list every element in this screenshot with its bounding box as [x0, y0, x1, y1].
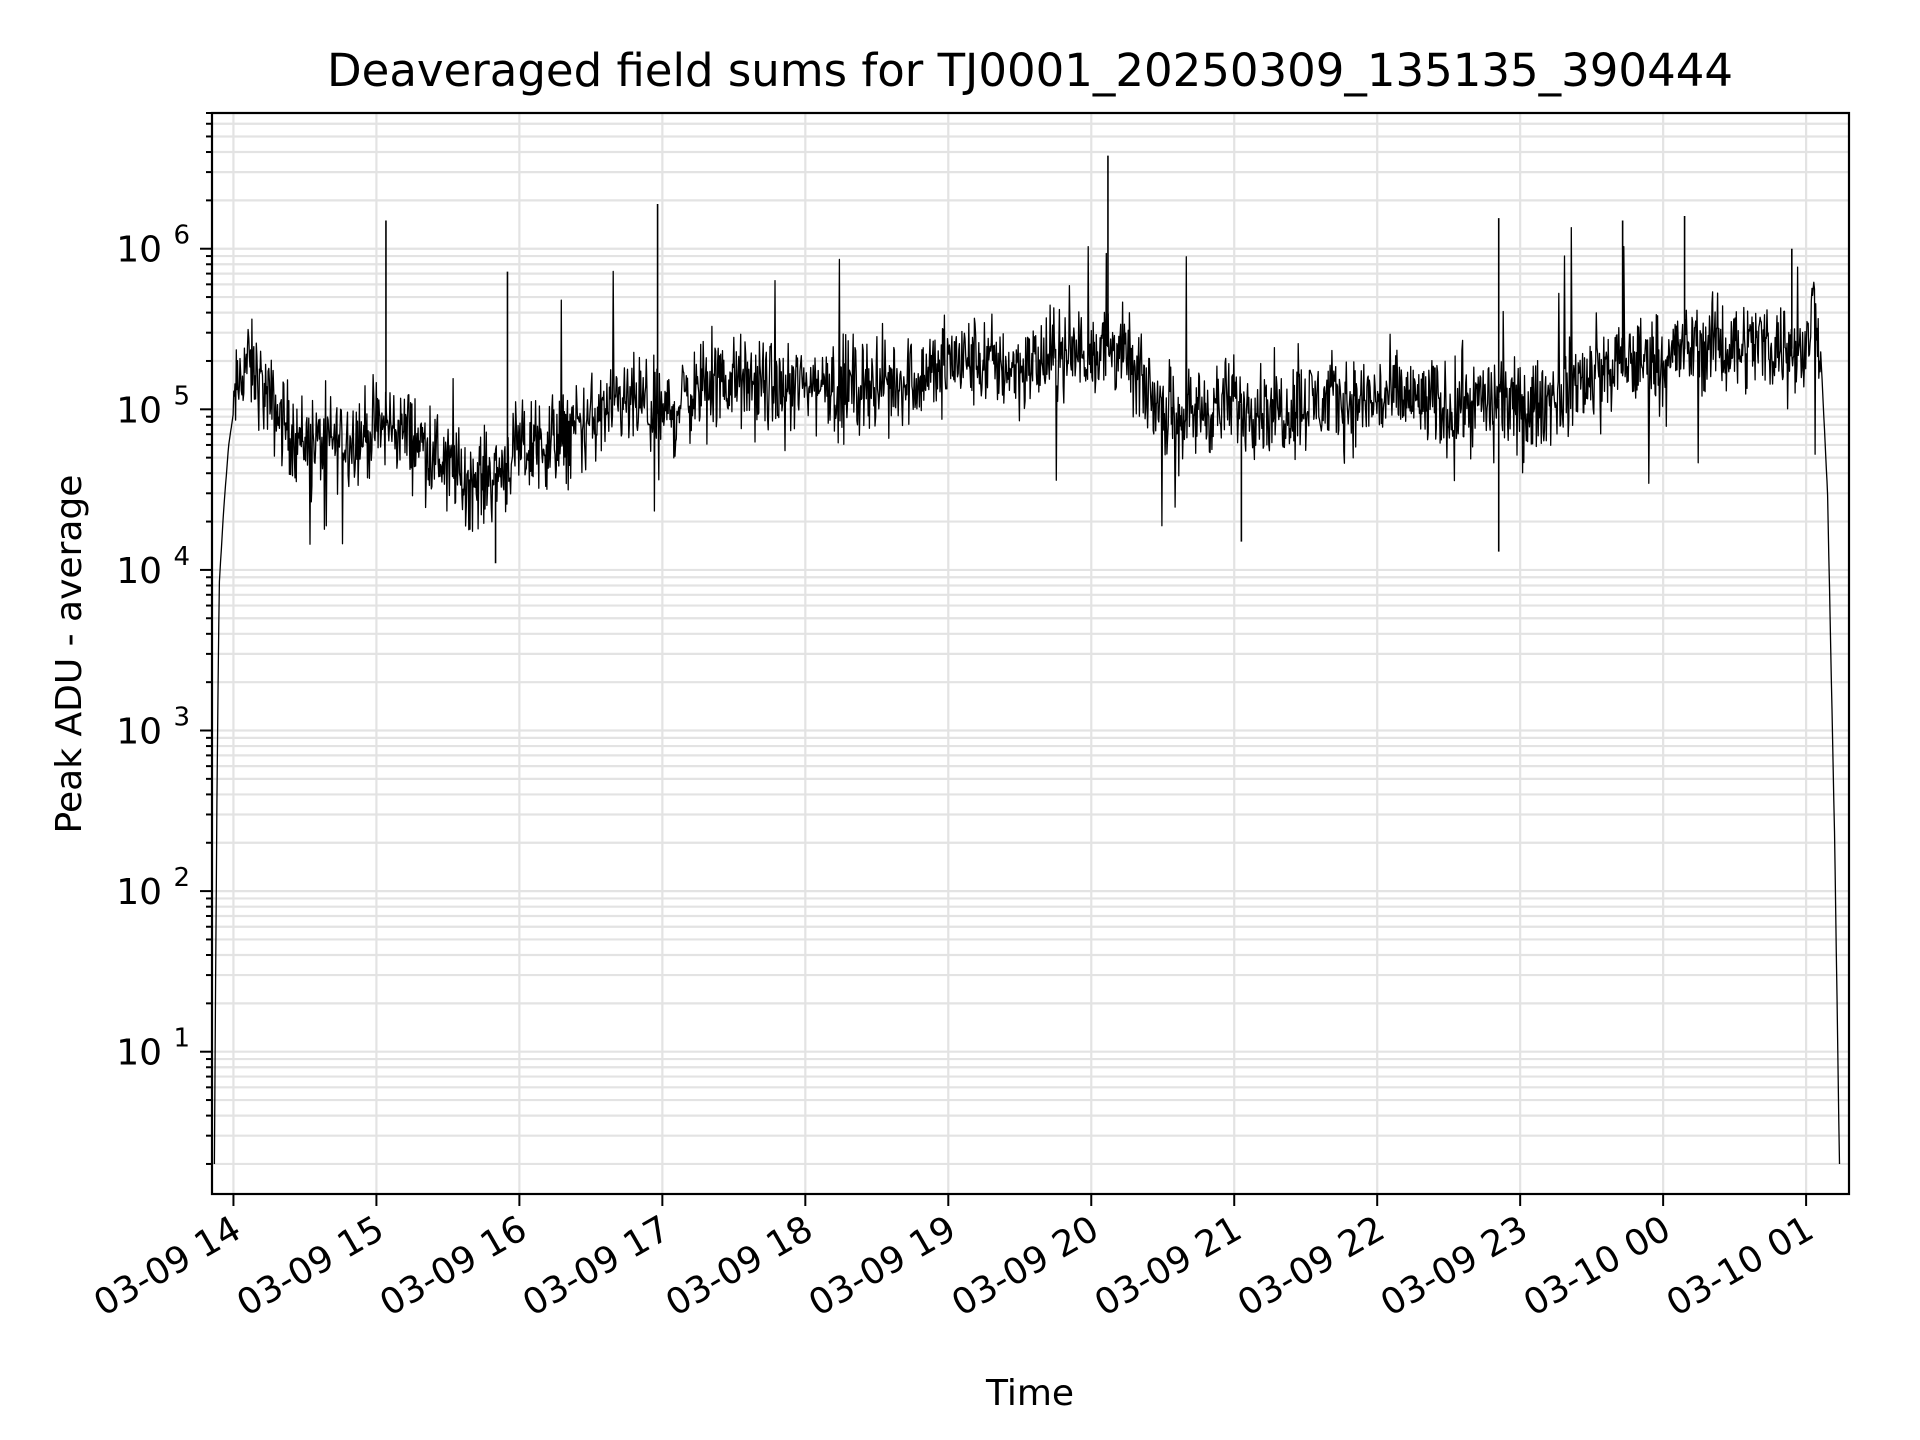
x-axis-title: Time — [985, 1373, 1074, 1414]
y-tick-base: 10 — [116, 712, 162, 753]
y-tick-base: 10 — [116, 390, 162, 431]
y-tick-exponent: 1 — [173, 1024, 190, 1054]
y-tick-exponent: 6 — [173, 221, 190, 251]
y-tick-exponent: 4 — [173, 542, 190, 572]
y-tick-label: 10 3 — [116, 703, 190, 753]
y-tick-label: 10 2 — [116, 863, 190, 913]
y-tick-base: 10 — [116, 872, 162, 913]
y-tick-exponent: 5 — [173, 381, 190, 411]
chart-title: Deaveraged field sums for TJ0001_2025030… — [327, 44, 1733, 97]
y-tick-label: 10 4 — [116, 542, 190, 592]
y-tick-label: 10 1 — [116, 1024, 190, 1074]
y-tick-base: 10 — [116, 551, 162, 592]
series-line — [213, 227, 1841, 1165]
series-layer — [213, 155, 1841, 1165]
y-tick-exponent: 3 — [173, 703, 190, 733]
y-axis: 10 1 10 2 10 3 10 4 10 5 10 6 — [116, 112, 212, 1165]
y-tick-exponent: 2 — [173, 863, 190, 893]
y-tick-base: 10 — [116, 1033, 162, 1074]
y-tick-base: 10 — [116, 230, 162, 271]
y-tick-label: 10 6 — [116, 221, 190, 271]
grid — [212, 111, 1849, 1194]
y-axis-title: Peak ADU - average — [49, 475, 90, 834]
y-tick-label: 10 5 — [116, 381, 190, 431]
